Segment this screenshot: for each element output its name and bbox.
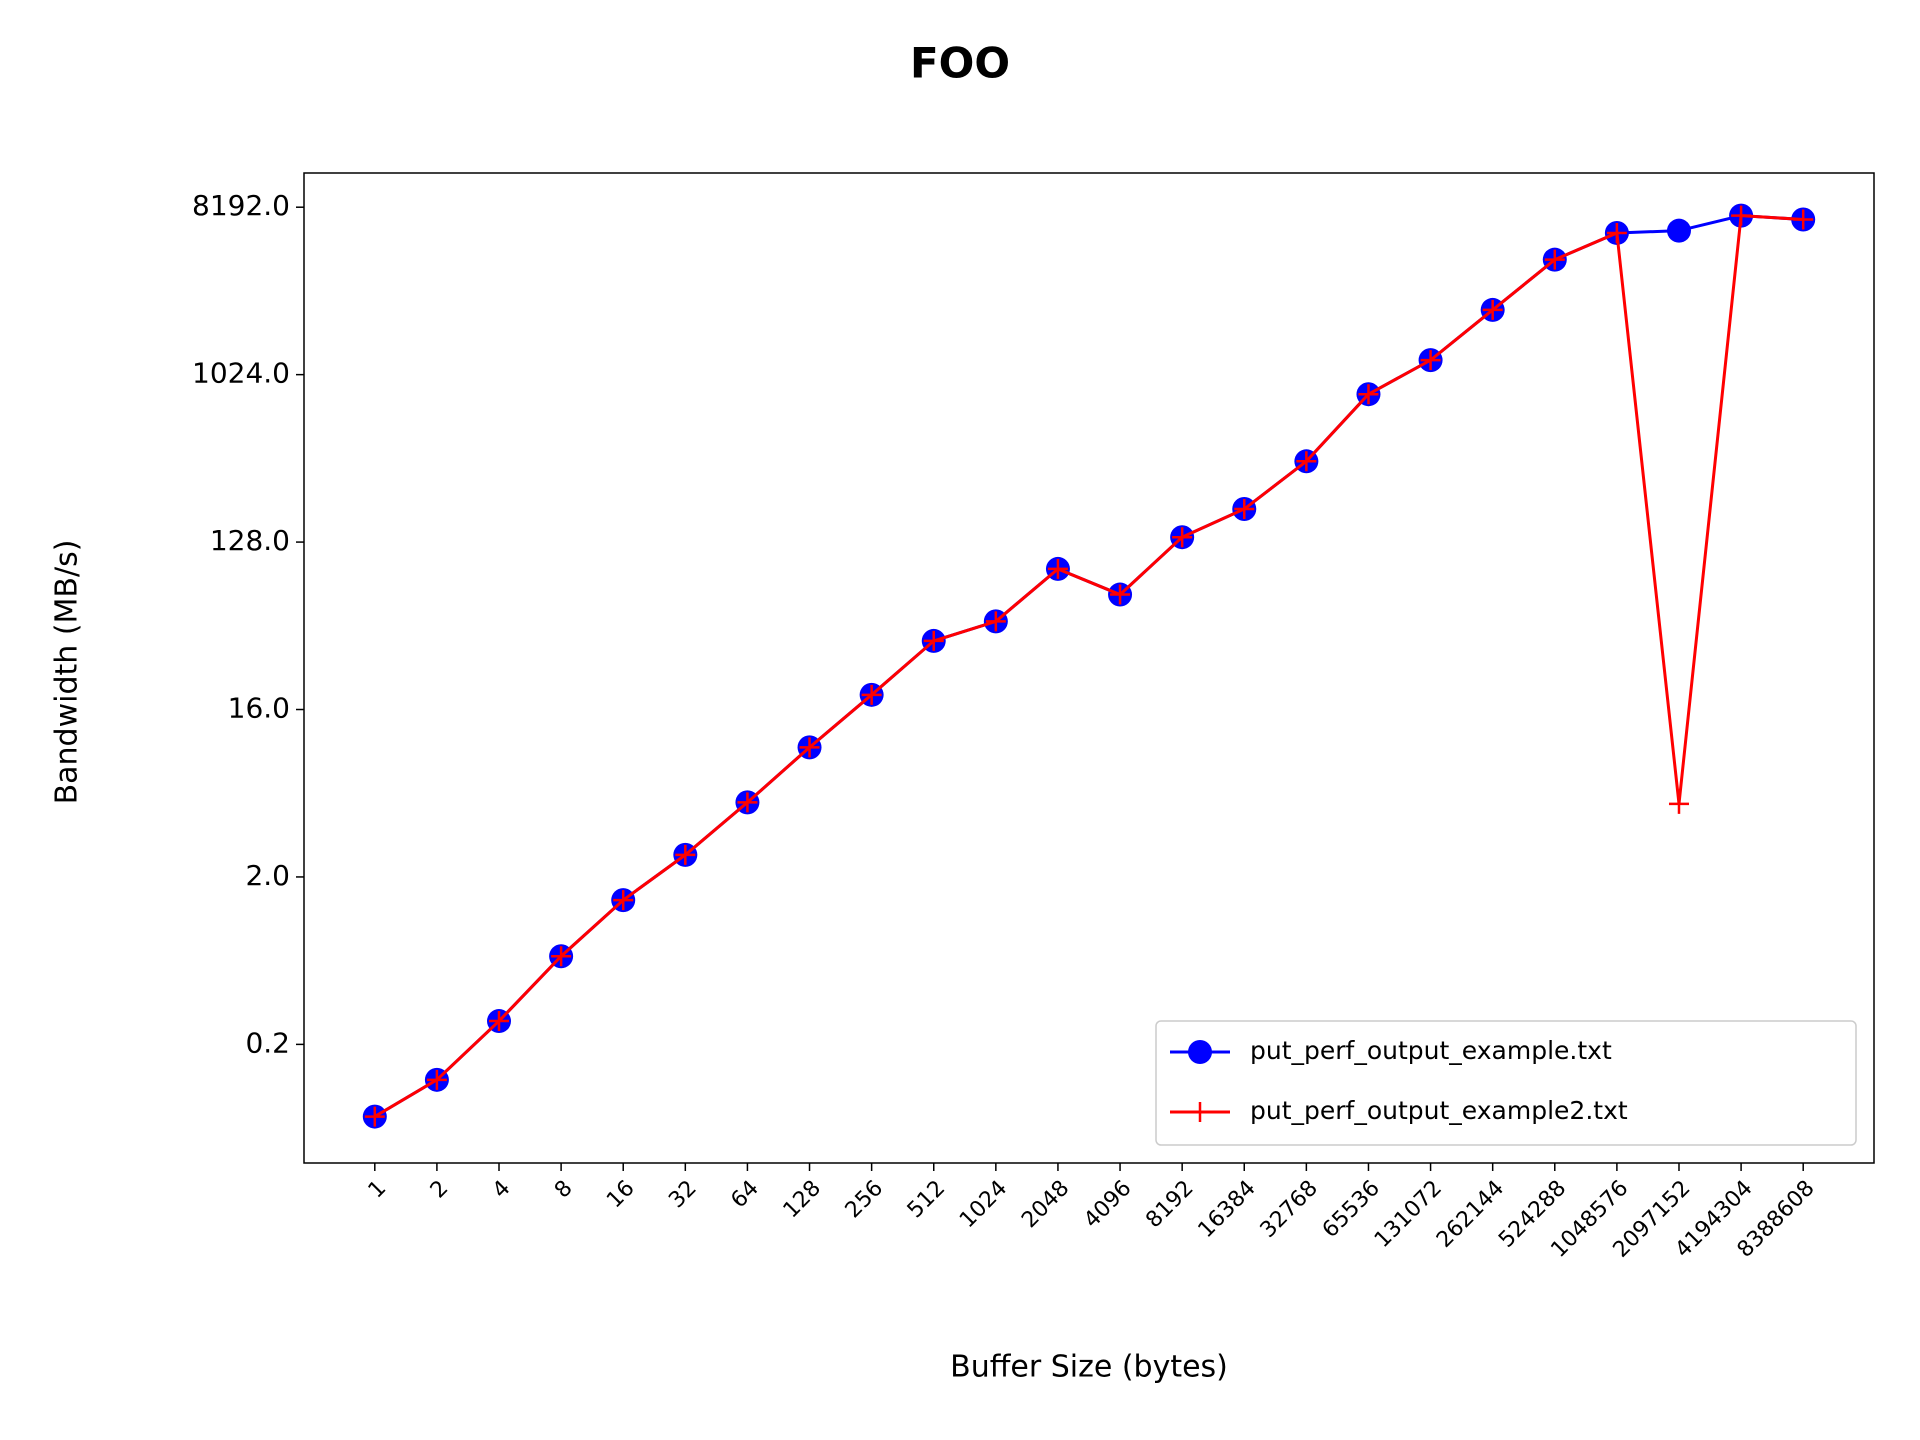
x-tick-label: 4096 [1079,1176,1136,1233]
x-tick-label: 131072 [1370,1176,1447,1253]
legend-label: put_perf_output_example.txt [1250,1036,1612,1065]
data-point [1731,205,1752,226]
x-tick-label: 1 [364,1176,392,1204]
series-line [374,214,1804,1118]
data-point [1234,499,1255,520]
data-point [551,946,572,967]
x-tick-label: 4 [488,1176,516,1204]
data-point [861,684,882,705]
x-tick-label: 16384 [1194,1176,1261,1243]
y-tick-label: 0.2 [245,1026,290,1059]
legend-marker [1188,1040,1212,1064]
y-tick-label: 1024.0 [192,357,290,390]
legend-label: put_perf_output_example2.txt [1250,1096,1628,1125]
x-tick-label: 128 [779,1176,826,1223]
data-point [985,611,1006,632]
legend-box [1155,1020,1857,1146]
series-line [374,214,1804,1118]
data-point [1358,384,1379,405]
x-tick-label: 16 [602,1176,639,1213]
data-point [1668,793,1689,814]
data-point [364,1106,385,1127]
data-point [426,1069,447,1090]
x-tick-label: 8 [550,1176,578,1204]
data-point [489,1011,510,1032]
x-axis-label: Buffer Size (bytes) [950,1350,1228,1385]
legend: put_perf_output_example.txt put_perf_outp… [1155,1020,1857,1146]
x-tick-label: 256 [841,1176,888,1223]
x-tick-label: 512 [903,1176,950,1223]
x-tick-label: 1024 [955,1176,1012,1233]
x-tick-label: 32768 [1256,1176,1323,1243]
data-point [1482,299,1503,320]
data-point [799,737,820,758]
x-tick-label: 2 [426,1176,454,1204]
y-axis-label: Bandwidth (MB/s) [50,540,85,805]
data-point [1110,584,1131,605]
chart-title: FOO [910,39,1010,88]
data-point [1606,222,1627,243]
y-tick-label: 16.0 [228,692,290,725]
legend-marker [1190,1102,1210,1122]
x-tick-label: 2048 [1017,1176,1074,1233]
x-tick-label: 262144 [1432,1176,1509,1253]
data-point [1793,209,1814,230]
data-point [1047,558,1068,579]
data-point [613,890,634,911]
data-point [1296,451,1317,472]
plot-frame [303,172,1875,1164]
y-tick-label: 2.0 [245,859,290,892]
data-point [1666,218,1691,243]
data-point [737,792,758,813]
y-tick-label: 128.0 [210,524,290,557]
data-point [1172,527,1193,548]
data-point [675,844,696,865]
x-tick-label: 8192 [1141,1176,1198,1233]
y-tick-label: 8192.0 [192,189,290,222]
x-tick-label: 32 [664,1176,701,1213]
data-point [1420,350,1441,371]
x-tick-label: 64 [726,1176,763,1213]
data-point [1544,249,1565,270]
data-point [923,630,944,651]
